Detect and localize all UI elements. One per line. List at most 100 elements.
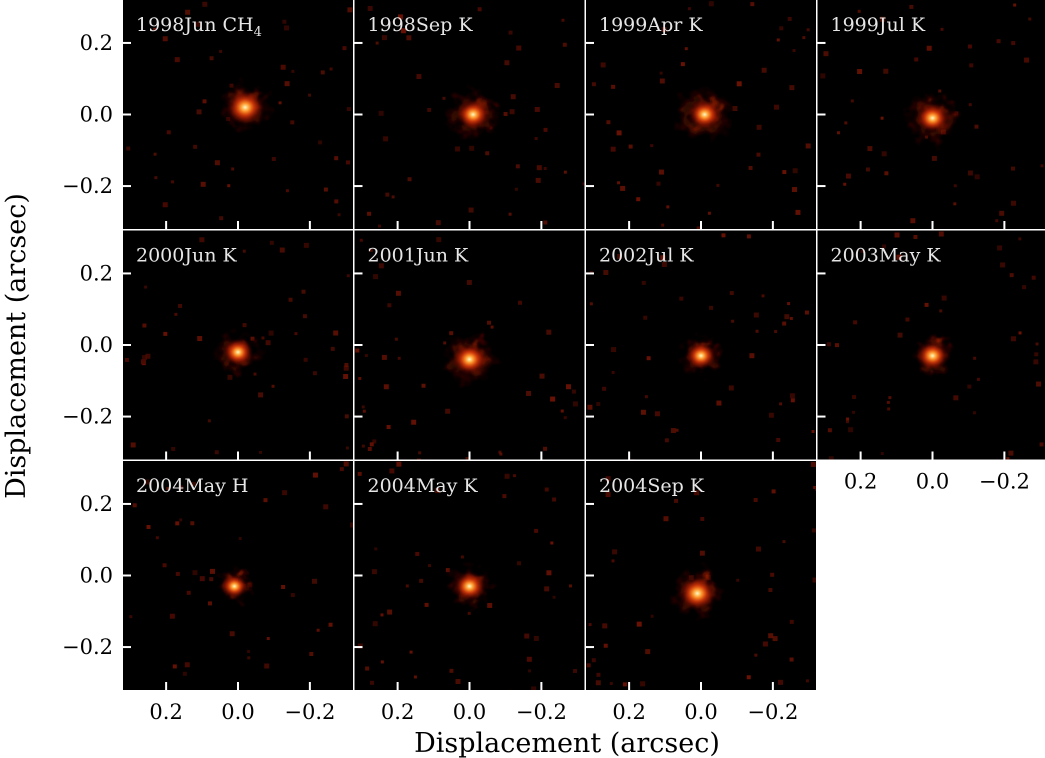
noise-pixel — [416, 458, 421, 460]
noise-pixel — [852, 410, 856, 414]
noise-pixel — [563, 416, 567, 420]
noise-pixel — [535, 177, 541, 183]
noise-pixel — [178, 303, 183, 308]
noise-pixel — [675, 428, 679, 432]
panel-4: 1999Jul K — [817, 0, 1045, 229]
core-peak — [684, 341, 718, 371]
noise-pixel — [552, 497, 557, 502]
noise-pixel — [347, 7, 353, 13]
panel-8: 2003May K — [817, 230, 1045, 460]
noise-pixel — [303, 242, 309, 248]
noise-pixel — [544, 586, 550, 592]
noise-pixel — [1022, 285, 1027, 290]
noise-pixel — [1031, 275, 1036, 280]
noise-pixel — [445, 568, 450, 573]
core-peak — [915, 102, 950, 134]
noise-pixel — [609, 682, 613, 686]
noise-pixel — [528, 669, 532, 673]
noise-pixel — [560, 409, 564, 413]
noise-pixel — [589, 302, 593, 306]
noise-pixel — [202, 1, 208, 7]
noise-pixel — [880, 452, 884, 456]
noise-pixel — [333, 330, 339, 336]
noise-pixel — [169, 613, 175, 619]
noise-pixel — [753, 312, 759, 318]
panel-ticks — [817, 272, 1006, 460]
noise-pixel — [346, 274, 350, 278]
x-tick-labels: 0.2 0.0 −0.2 0.2 0.0 −0.2 0.2 0.0 −0.2 0.2 0.0 −0.2 — [149, 470, 1029, 725]
noise-pixel — [544, 487, 549, 492]
noise-pixel — [334, 156, 339, 161]
noise-pixel — [768, 633, 774, 639]
noise-pixel — [848, 427, 854, 433]
noise-pixel — [303, 357, 308, 362]
noise-pixel — [285, 189, 289, 193]
noise-pixel — [391, 195, 395, 199]
noise-pixel — [602, 623, 608, 629]
noise-pixel — [617, 253, 623, 259]
noise-pixel — [350, 522, 353, 528]
noise-pixel — [316, 628, 320, 632]
noise-pixel — [999, 210, 1005, 216]
noise-pixel — [774, 330, 778, 334]
noise-pixel — [789, 316, 793, 320]
panel-label: 2002Jul K — [599, 245, 694, 267]
noise-pixel — [865, 167, 870, 172]
noise-pixel — [787, 16, 792, 21]
noise-pixel — [731, 319, 735, 323]
panel-ticks — [354, 502, 543, 690]
noise-pixel — [782, 321, 787, 326]
noise-pixel — [498, 450, 502, 454]
noise-pixel — [415, 551, 420, 556]
noise-pixel — [663, 516, 669, 522]
noise-pixel — [659, 71, 663, 75]
noise-pixel — [771, 489, 776, 494]
noise-pixel — [857, 9, 861, 13]
noise-pixel — [846, 417, 850, 421]
noise-pixel — [887, 407, 891, 411]
noise-pixel — [378, 263, 384, 269]
noise-pixel — [323, 504, 329, 510]
noise-pixel — [699, 550, 705, 556]
noise-pixel — [124, 357, 129, 362]
noise-pixel — [499, 452, 503, 456]
panel-2: 1998Sep K — [354, 0, 585, 229]
noise-pixel — [258, 392, 264, 398]
noise-pixel — [860, 249, 864, 253]
noise-pixel — [247, 656, 251, 660]
noise-pixel — [466, 279, 472, 285]
noise-pixel — [455, 678, 461, 684]
noise-pixel — [263, 498, 268, 503]
noise-pixel — [755, 546, 761, 552]
y-tick-label: −0.2 — [62, 174, 113, 198]
noise-pixel — [620, 185, 626, 191]
noise-pixel — [716, 183, 720, 187]
noise-pixel — [534, 106, 540, 112]
noise-pixel — [387, 303, 392, 308]
noise-pixel — [163, 331, 168, 336]
noise-pixel — [1009, 273, 1014, 278]
noise-pixel — [561, 18, 565, 22]
noise-pixel — [380, 613, 384, 617]
noise-pixel — [939, 309, 943, 313]
panel-grid: 1998Jun CH4 1998Sep K 1999Apr K 1999Jul K 20… — [123, 0, 1045, 690]
noise-pixel — [343, 365, 349, 371]
noise-pixel — [843, 182, 847, 186]
y-tick-label: 0.0 — [80, 564, 113, 588]
noise-pixel — [687, 7, 691, 11]
noise-pixel — [661, 223, 665, 227]
noise-pixel — [337, 213, 341, 217]
noise-pixel — [509, 109, 515, 115]
noise-pixel — [600, 62, 606, 68]
noise-pixel — [596, 402, 601, 407]
noise-pixel — [1011, 166, 1016, 171]
panel-label: 1998Jun CH4 — [136, 14, 262, 40]
noise-pixel — [543, 446, 548, 451]
noise-pixel — [784, 314, 790, 320]
panel-ticks — [123, 502, 311, 690]
noise-pixel — [247, 649, 251, 653]
noise-pixel — [184, 662, 190, 668]
noise-pixel — [587, 404, 593, 410]
noise-pixel — [367, 5, 373, 11]
y-axis-title: Displacement (arcsec) — [1, 193, 32, 499]
